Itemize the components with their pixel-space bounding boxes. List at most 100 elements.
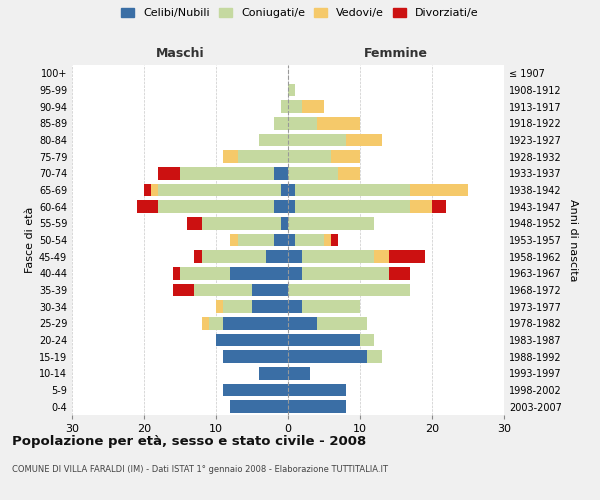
Bar [173, 267, 288, 280]
Text: COMUNE DI VILLA FARALDI (IM) - Dati ISTAT 1° gennaio 2008 - Elaborazione TUTTITA: COMUNE DI VILLA FARALDI (IM) - Dati ISTA… [12, 465, 388, 474]
Bar [288, 184, 468, 196]
Bar [288, 100, 324, 113]
Bar [288, 250, 389, 263]
Bar [288, 84, 295, 96]
Bar [151, 184, 288, 196]
Bar [288, 367, 310, 380]
Bar [288, 400, 346, 413]
Bar [288, 367, 310, 380]
Bar [259, 134, 288, 146]
Bar [238, 150, 288, 163]
Bar [288, 334, 374, 346]
Bar [288, 300, 360, 313]
Bar [288, 284, 410, 296]
Bar [194, 284, 288, 296]
Bar [288, 400, 346, 413]
Bar [288, 267, 302, 280]
Bar [288, 317, 367, 330]
Bar [281, 100, 288, 113]
Bar [288, 284, 410, 296]
Bar [259, 134, 288, 146]
Text: Popolazione per età, sesso e stato civile - 2008: Popolazione per età, sesso e stato civil… [12, 435, 366, 448]
Bar [259, 367, 288, 380]
Bar [230, 400, 288, 413]
Bar [281, 184, 288, 196]
Bar [274, 200, 288, 213]
Y-axis label: Anni di nascita: Anni di nascita [568, 198, 578, 281]
Bar [288, 350, 382, 363]
Bar [288, 284, 410, 296]
Bar [288, 300, 360, 313]
Bar [288, 350, 382, 363]
Bar [288, 300, 360, 313]
Bar [288, 167, 338, 179]
Bar [216, 334, 288, 346]
Bar [288, 134, 382, 146]
Bar [288, 234, 324, 246]
Bar [288, 234, 338, 246]
Bar [288, 267, 410, 280]
Bar [144, 184, 288, 196]
Bar [274, 117, 288, 130]
Bar [259, 367, 288, 380]
Bar [288, 84, 295, 96]
Bar [288, 300, 302, 313]
Bar [288, 117, 360, 130]
Bar [274, 117, 288, 130]
Bar [194, 284, 288, 296]
Bar [288, 367, 310, 380]
Bar [274, 234, 288, 246]
Bar [288, 167, 360, 179]
Bar [288, 184, 295, 196]
Bar [158, 200, 288, 213]
Bar [194, 250, 288, 263]
Bar [288, 134, 382, 146]
Bar [288, 317, 317, 330]
Bar [288, 384, 346, 396]
Bar [288, 267, 389, 280]
Bar [288, 334, 360, 346]
Bar [266, 250, 288, 263]
Bar [238, 234, 288, 246]
Bar [288, 317, 367, 330]
Bar [288, 150, 360, 163]
Bar [281, 100, 288, 113]
Bar [180, 267, 288, 280]
Bar [230, 400, 288, 413]
Bar [223, 384, 288, 396]
Bar [281, 217, 288, 230]
Bar [288, 250, 374, 263]
Text: Maschi: Maschi [155, 47, 205, 60]
Bar [288, 84, 295, 96]
Bar [288, 384, 346, 396]
Bar [288, 400, 346, 413]
Bar [223, 317, 288, 330]
Text: Femmine: Femmine [364, 47, 428, 60]
Bar [223, 350, 288, 363]
Bar [223, 150, 288, 163]
Bar [223, 350, 288, 363]
Bar [173, 284, 288, 296]
Bar [288, 384, 346, 396]
Bar [216, 334, 288, 346]
Bar [216, 300, 288, 313]
Bar [216, 334, 288, 346]
Bar [202, 250, 288, 263]
Bar [288, 250, 302, 263]
Bar [180, 167, 288, 179]
Bar [202, 317, 288, 330]
Bar [288, 317, 367, 330]
Bar [216, 300, 288, 313]
Bar [223, 384, 288, 396]
Bar [223, 300, 288, 313]
Bar [252, 300, 288, 313]
Bar [288, 250, 425, 263]
Bar [202, 250, 288, 263]
Bar [202, 217, 288, 230]
Bar [216, 334, 288, 346]
Bar [230, 400, 288, 413]
Bar [158, 184, 288, 196]
Bar [288, 134, 346, 146]
Bar [288, 217, 374, 230]
Bar [137, 200, 288, 213]
